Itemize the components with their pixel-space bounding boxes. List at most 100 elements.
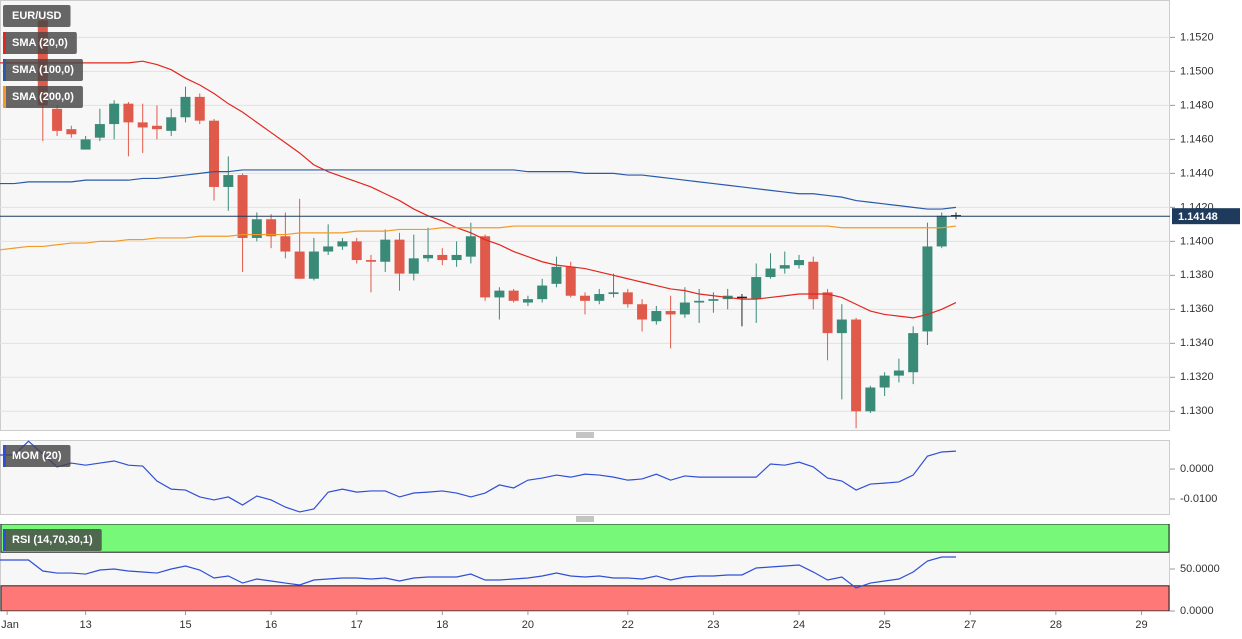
candle-body	[308, 251, 319, 279]
x-tick-label: 28	[1050, 619, 1062, 631]
y-tick-label: 1.1480	[1180, 99, 1214, 111]
legend-text: MOM (20)	[12, 450, 62, 462]
legend-background	[3, 86, 83, 108]
legend-item: SMA (20,0)	[3, 32, 77, 54]
candle-body	[865, 387, 876, 412]
candle-body	[166, 117, 177, 131]
candle-body	[565, 266, 576, 296]
candle-body	[109, 103, 120, 125]
candle-body	[751, 277, 762, 300]
candle-body	[365, 260, 376, 262]
candle-body	[651, 311, 662, 322]
y-tick-label: 0.0000	[1180, 605, 1214, 617]
series-line	[0, 556, 956, 589]
candle-body	[494, 290, 505, 298]
candle-body	[794, 260, 805, 266]
y-tick-label: 50.0000	[1180, 563, 1220, 575]
candle-body	[808, 261, 819, 300]
candle-body	[451, 254, 462, 261]
legend-swatch	[3, 529, 6, 551]
plot-area	[0, 524, 1170, 611]
candle-body	[123, 103, 134, 123]
plot-area	[0, 440, 957, 513]
overbought-zone	[0, 524, 1170, 553]
panel-background	[0, 440, 1170, 515]
candle-body	[323, 246, 334, 252]
x-tick-label: 25	[879, 619, 891, 631]
x-tick-label: 16	[265, 619, 277, 631]
series-line	[0, 60, 957, 319]
x-tick-label: 22	[622, 619, 634, 631]
x-tick-label: 13	[79, 619, 91, 631]
panel-background	[0, 0, 1170, 431]
candle-body	[52, 108, 63, 131]
panel-resize-handle[interactable]	[576, 516, 594, 522]
candle-body	[779, 265, 790, 269]
candle-body	[922, 246, 933, 332]
candle-body	[822, 292, 833, 334]
candle-body	[465, 236, 476, 257]
candle-body	[423, 254, 434, 259]
candle-body	[294, 251, 305, 279]
legend-background	[3, 32, 77, 54]
x-tick-label: 18	[436, 619, 448, 631]
x-tick-label: 20	[522, 619, 534, 631]
candle-body	[936, 215, 947, 247]
candle-body	[151, 125, 162, 130]
candle-body	[537, 285, 548, 300]
x-tick-label: 15	[179, 619, 191, 631]
x-tick-label: Jan	[1, 619, 19, 631]
x-tick-label: 17	[351, 619, 363, 631]
x-tick-label: 23	[707, 619, 719, 631]
candle-body	[408, 258, 419, 274]
candle-body	[337, 241, 348, 247]
candle-body	[137, 122, 148, 128]
candle-body	[237, 175, 248, 238]
y-tick-label: 1.1300	[1180, 405, 1214, 417]
legend-background	[3, 529, 102, 551]
legend-text: SMA (200,0)	[12, 91, 74, 103]
candle-body	[194, 96, 205, 121]
candle-body	[637, 304, 648, 320]
candle-body	[893, 370, 904, 376]
legend-background	[3, 59, 83, 81]
candle-body	[437, 254, 448, 261]
candle-body	[665, 311, 676, 315]
candle-body	[694, 300, 705, 303]
last-price-label: 1.14148	[1178, 211, 1218, 223]
candle-body	[508, 290, 519, 301]
candle-body	[908, 333, 919, 373]
candle-body	[622, 292, 633, 305]
candle-body	[394, 239, 405, 274]
y-tick-label: 1.1320	[1180, 371, 1214, 383]
candle-body	[480, 236, 491, 298]
candle-body	[94, 124, 105, 138]
y-tick-label: 1.1340	[1180, 337, 1214, 349]
legend-swatch	[3, 59, 6, 81]
legend-swatch	[3, 32, 6, 54]
last-price-box	[1172, 208, 1240, 225]
y-tick-label: 1.1400	[1180, 235, 1214, 247]
legend-swatch	[3, 445, 6, 467]
legend-item: SMA (100,0)	[3, 59, 83, 81]
series-line	[0, 225, 957, 251]
legend-text: SMA (100,0)	[12, 64, 74, 76]
candle-body	[66, 129, 77, 135]
candle-body	[80, 139, 91, 150]
panel-resize-handle[interactable]	[576, 432, 594, 438]
legend-item: RSI (14,70,30,1)	[3, 529, 102, 551]
candle-body	[209, 120, 220, 187]
candle-body	[551, 266, 562, 284]
legend-text: EUR/USD	[12, 10, 62, 22]
y-tick-label: 1.1500	[1180, 65, 1214, 77]
x-tick-label: 24	[793, 619, 805, 631]
candle-body	[180, 96, 191, 118]
legend-item: MOM (20)	[3, 445, 71, 467]
plot-area	[0, 11, 1170, 429]
y-tick-label: 1.1380	[1180, 269, 1214, 281]
y-tick-label: 0.0000	[1180, 463, 1214, 475]
candle-body	[280, 236, 291, 252]
candle-body	[879, 375, 890, 388]
symbol-label: EUR/USD	[3, 5, 71, 27]
